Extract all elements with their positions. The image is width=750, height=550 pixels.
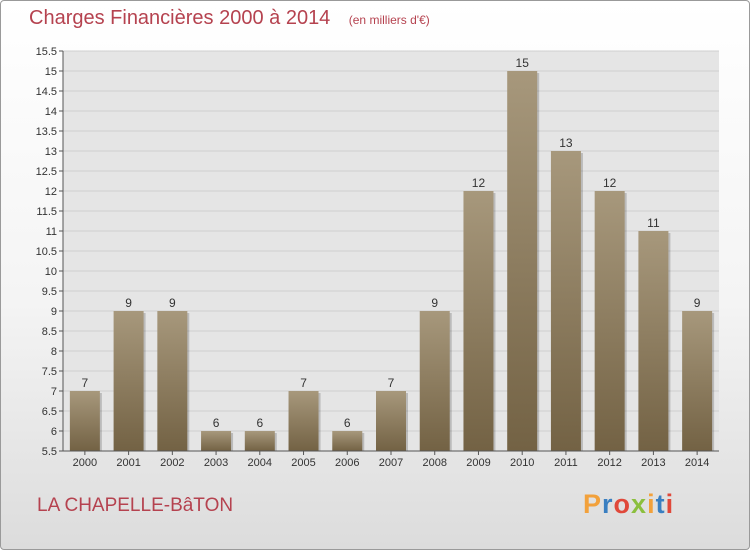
y-tick-label: 11	[46, 226, 57, 238]
data-label: 15	[516, 56, 530, 70]
data-label: 9	[125, 296, 132, 310]
y-tick-label: 15	[45, 66, 57, 78]
chart-title: Charges Financières 2000 à 2014	[29, 7, 331, 29]
data-label: 12	[472, 176, 486, 190]
data-label: 6	[256, 416, 263, 430]
y-tick-label: 6	[51, 426, 57, 438]
x-axis: 2000 2001 2002 2003 2004 2005 2006 2007 2008 2009…	[63, 450, 719, 469]
proxiti-logo: Proxiti	[583, 489, 674, 520]
bar	[113, 311, 144, 451]
bar	[157, 311, 188, 451]
x-tick-label: 2010	[510, 457, 534, 469]
data-label: 7	[300, 376, 307, 390]
logo-letter: i	[665, 489, 675, 519]
x-tick-label: 2001	[116, 457, 140, 469]
data-label: 9	[169, 296, 176, 310]
data-label: 9	[431, 296, 438, 310]
y-tick-label: 9	[51, 306, 57, 318]
logo-letter: P	[583, 489, 603, 519]
logo-letter: x	[631, 489, 648, 519]
logo-letter: o	[613, 489, 632, 519]
bar	[288, 391, 319, 451]
logo-letter: i	[647, 489, 656, 519]
commune-name: LA CHAPELLE-BâTON	[37, 495, 234, 516]
data-label: 12	[603, 176, 617, 190]
chart-subtitle: (en milliers d'€)	[348, 13, 430, 27]
logo-letter: r	[602, 489, 614, 519]
bar	[682, 311, 713, 451]
x-tick-label: 2013	[641, 457, 665, 469]
y-tick-label: 8.5	[42, 326, 57, 338]
data-label: 9	[694, 296, 701, 310]
y-tick-label: 7.5	[42, 366, 57, 378]
y-tick-label: 5.5	[42, 446, 57, 458]
bar	[332, 431, 363, 451]
x-tick-label: 2002	[160, 457, 184, 469]
y-tick-label: 15.5	[36, 46, 57, 58]
x-tick-label: 2000	[73, 457, 97, 469]
x-tick-label: 2009	[466, 457, 490, 469]
x-tick-label: 2005	[291, 457, 315, 469]
bar	[201, 431, 232, 451]
bar	[550, 151, 581, 451]
y-tick-label: 9.5	[42, 286, 57, 298]
x-tick-label: 2012	[597, 457, 621, 469]
data-labels: 7 9 9 6 6 7 6 7 9 12 15 13 12 11 9	[82, 56, 701, 430]
y-tick-label: 7	[51, 386, 57, 398]
y-axis: 5.5 6 6.5 7 7.5 8 8.5 9 9.5 10 10.5 11 11.5 12 12.5 13 1…	[36, 46, 64, 458]
x-tick-label: 2008	[422, 457, 446, 469]
bar	[638, 231, 669, 451]
bar	[419, 311, 450, 451]
y-tick-label: 11.5	[36, 206, 57, 218]
bars	[69, 71, 715, 451]
y-tick-label: 6.5	[42, 406, 57, 418]
x-tick-label: 2006	[335, 457, 359, 469]
data-label: 7	[82, 376, 89, 390]
data-label: 11	[647, 216, 660, 230]
y-tick-label: 10	[45, 266, 57, 278]
bar	[463, 191, 494, 451]
x-tick-label: 2011	[554, 457, 578, 469]
data-label: 6	[344, 416, 351, 430]
data-label: 7	[388, 376, 395, 390]
y-tick-label: 13.5	[36, 126, 57, 138]
y-tick-label: 8	[51, 346, 57, 358]
y-tick-label: 12.5	[36, 166, 57, 178]
x-tick-label: 2003	[204, 457, 228, 469]
chart-title-block: Charges Financières 2000 à 2014 (en mill…	[29, 7, 430, 30]
logo-letter: t	[655, 489, 666, 519]
bar	[507, 71, 538, 451]
x-tick-label: 2014	[685, 457, 709, 469]
y-tick-label: 10.5	[36, 246, 57, 258]
y-tick-label: 14	[45, 106, 57, 118]
bar	[69, 391, 100, 451]
y-tick-label: 13	[45, 146, 57, 158]
x-tick-label: 2007	[379, 457, 403, 469]
bar	[594, 191, 625, 451]
bar	[244, 431, 275, 451]
bar	[376, 391, 406, 451]
data-label: 6	[213, 416, 220, 430]
y-tick-label: 14.5	[36, 86, 57, 98]
data-label: 13	[559, 136, 573, 150]
y-tick-label: 12	[45, 186, 57, 198]
x-tick-label: 2004	[248, 457, 272, 469]
